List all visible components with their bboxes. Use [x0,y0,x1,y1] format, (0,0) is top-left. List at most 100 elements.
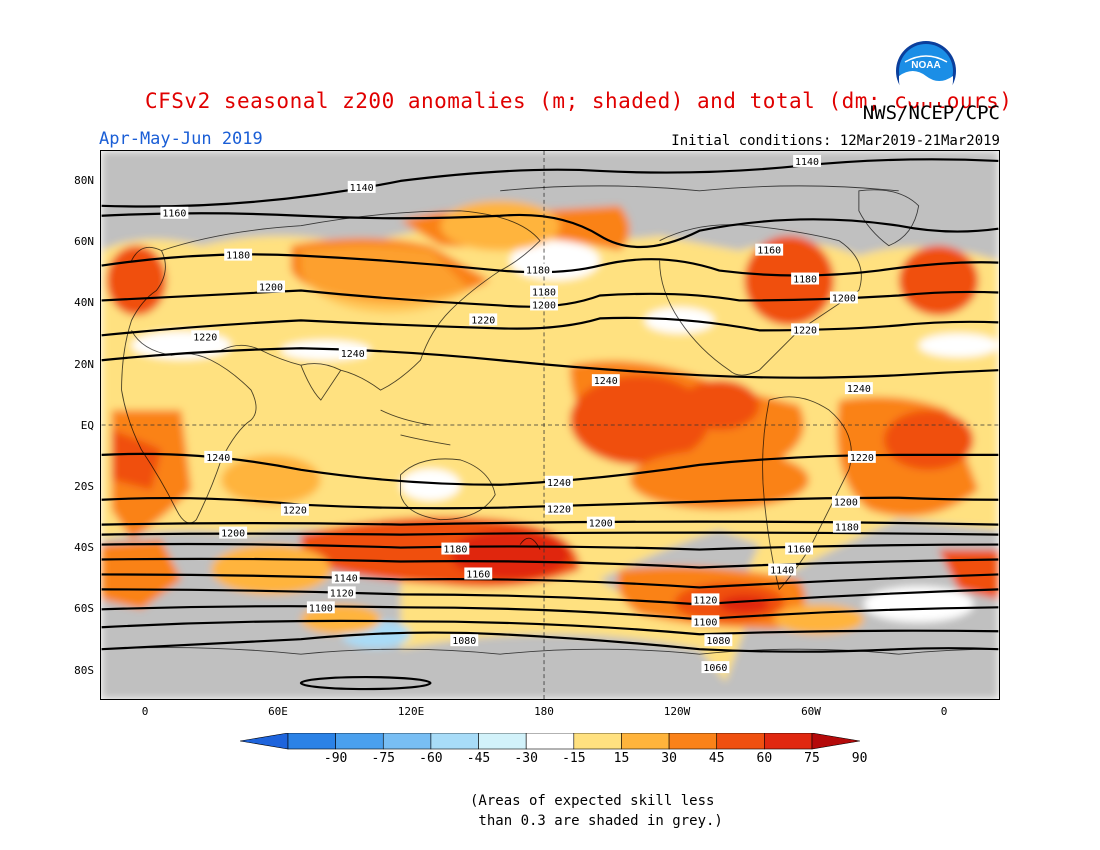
agency-label: NWS/NCEP/CPC [862,102,1000,124]
contour-label: 1220 [793,325,817,336]
contour-label-bg [469,313,498,326]
contour-label: 1160 [757,246,781,257]
contour-label-bg [204,450,233,463]
contour-label-bg [450,634,479,647]
contour-label-bg [524,263,552,276]
colorbar-swatch [382,733,432,750]
colorbar-tick-label: -45 [466,751,491,766]
contour-label-bg [591,374,620,387]
contour-label: 1240 [847,384,871,395]
colorbar-tick-label: 45 [708,751,725,766]
colorbar-swatch [716,733,765,750]
colorbar-tick-label: -15 [562,751,586,766]
contour-label: 1220 [193,332,217,343]
contour-label-bg [257,280,285,293]
contour-label-bg [160,206,189,219]
contour-label-bg [791,323,820,336]
contour-label: 1220 [547,505,571,516]
contour-labels: 1140 1140 1160 1160 1180 1180 1180 1180 1200 1200… [160,154,876,674]
colorbar-swatch [764,733,813,750]
skill-footnote: (Areas of expected skill less than 0.3 a… [470,793,723,829]
contour-label: 1100 [309,603,333,614]
colorbar-tick-label: 60 [756,751,773,766]
contour-label-bg [224,248,253,261]
contour-label-bg [347,180,376,193]
contour-label: 1220 [471,315,495,326]
contour-label-bg [280,503,309,516]
contour-label: 1120 [693,595,717,606]
contour-label: 1200 [834,498,858,509]
contour-label: 1200 [832,293,856,304]
contour-label: 1140 [795,157,819,168]
forecast-period: Apr-May-Jun 2019 [99,129,263,149]
colorbar-tick-label: 30 [661,751,677,766]
lon-label: 60W [801,705,821,718]
colorbar-swatch [525,733,575,750]
contour-label-bg [545,475,573,488]
lat-label: 40N [74,296,94,310]
contour-label: 1180 [532,287,556,298]
contour-label-bg [530,285,558,298]
colorbar-tick-label: -30 [514,751,538,766]
colorbar [240,733,860,750]
colorbar-tick-label: -60 [419,751,443,766]
colorbar-tick-label: -75 [371,751,395,766]
contour-label-bg [768,563,797,576]
lat-label: 60S [74,602,94,616]
lat-label: 80N [74,174,94,187]
contour-label: 1220 [850,453,874,464]
contour-label: 1240 [206,453,230,464]
contour-label-bg [785,542,814,555]
colorbar-swatch [621,733,670,750]
colorbar-swatch [430,733,479,750]
contour-label: 1080 [452,636,476,647]
noaa-logo: NOAA [896,41,956,102]
contour-label-bg [791,272,820,285]
contour-label: 1100 [693,617,717,628]
contour-label-bg [327,586,356,599]
colorbar-swatch [478,733,527,750]
contour-label: 1160 [466,569,490,580]
contour-label-bg [832,520,861,533]
contour-label-bg [829,291,858,304]
contour-label-bg [831,495,860,508]
contour-label: 1240 [594,376,618,387]
contour-label-bg [545,502,573,515]
contour-label-bg [441,542,470,555]
contour-label-bg [793,154,822,167]
contour-label: 1200 [259,282,283,293]
map-title: CFSv2 seasonal z200 anomalies (m; shaded… [145,89,1013,113]
contour-label-bg [847,450,876,463]
lon-label: 60E [268,705,288,718]
colorbar-tick-label: 90 [851,751,868,766]
contour-label: 1180 [443,545,467,556]
lat-label: EQ [80,418,94,432]
colorbar-swatch [287,733,336,750]
anomaly-map: 1140 1140 1160 1160 1180 1180 1180 1180 1200 1200… [100,150,1000,700]
lat-label: 20N [74,357,94,371]
contour-label: 1180 [526,266,550,277]
colorbar-swatch [573,733,622,750]
lon-label: 120W [663,705,691,718]
contour-label: 1220 [283,506,307,517]
contour-label: 1200 [589,519,613,530]
lat-label: 20S [74,480,94,493]
lon-label: 120E [397,705,425,718]
contour-label-bg [586,516,615,529]
lon-label: 0 [940,705,948,718]
contour-label-bg [755,243,784,256]
contour-label: 1140 [770,565,794,576]
lat-label: 80S [74,663,94,677]
contour-label-bg [191,330,220,343]
contour-label-bg [701,661,730,674]
contour-label-bg [464,567,493,580]
contour-label: 1140 [350,183,374,194]
contour-label: 1140 [334,573,358,584]
contour-label: 1200 [221,529,245,540]
contour-label: 1180 [835,523,859,534]
reference-lines [101,151,999,699]
colorbar-swatch [811,733,860,750]
lon-label: 0 [141,705,149,718]
contour-label-bg [338,347,367,360]
contour-label: 1240 [341,349,365,360]
